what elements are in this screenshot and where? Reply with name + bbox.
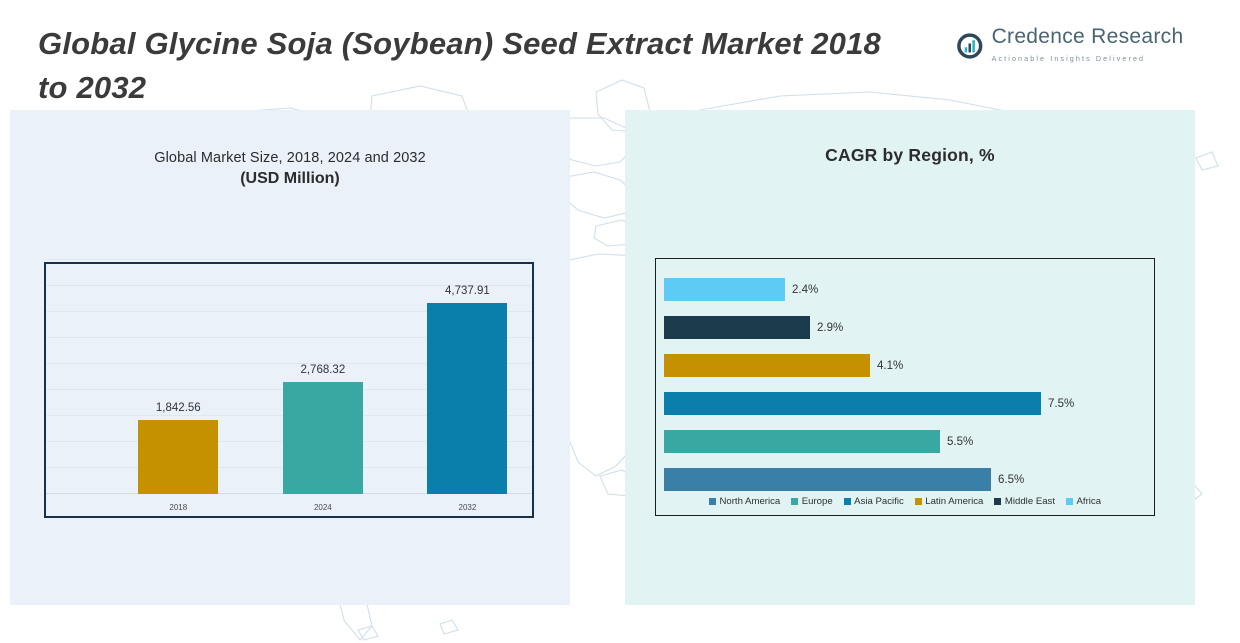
cagr-value-label: 2.9%	[817, 321, 844, 334]
legend-item: Africa	[1066, 496, 1101, 507]
column-category-label: 2024	[313, 503, 332, 512]
column-bar	[282, 382, 363, 494]
column-category-label: 2032	[458, 503, 477, 512]
cagr-bar-row: 5.5%	[664, 430, 973, 453]
legend-item: Europe	[791, 496, 833, 507]
header: Global Glycine Soja (Soybean) Seed Extra…	[0, 0, 1240, 110]
column-value-label: 2,768.32	[300, 364, 346, 376]
column-bar-group: 4,737.91	[427, 285, 508, 494]
legend-label: Africa	[1076, 496, 1102, 507]
cagr-bar	[664, 468, 991, 491]
cagr-value-label: 2.4%	[792, 283, 819, 296]
cagr-bar	[664, 316, 810, 339]
plot-area: 1,842.56 2018 2,768.32 2024 4,737.91 2032	[46, 264, 532, 516]
column-value-label: 4,737.91	[445, 285, 490, 297]
column-bar	[138, 420, 219, 494]
cagr-bar	[664, 430, 940, 453]
legend-item: North America	[708, 496, 781, 507]
cagr-bar	[664, 354, 870, 377]
cagr-value-label: 6.5%	[998, 473, 1025, 486]
legend-item: Asia Pacific	[843, 496, 904, 507]
legend-swatch	[994, 498, 1002, 505]
cagr-bar-chart: 2.4% 2.9% 4.1% 7.5% 5.5% 6.5%	[655, 258, 1155, 516]
legend-swatch	[843, 498, 851, 505]
left-chart-units-title: (USD Million)	[240, 170, 340, 187]
column-value-label: 1,842.56	[155, 402, 201, 414]
cagr-bar-row: 7.5%	[664, 392, 1074, 415]
legend-swatch	[1066, 498, 1074, 505]
legend-item: Latin America	[914, 496, 984, 507]
column-category-label: 2018	[169, 503, 188, 512]
cagr-bar	[664, 392, 1041, 415]
cagr-legend: North America Europe Asia Pacific Latin Ame…	[655, 496, 1155, 507]
column-bar-group: 1,842.56	[138, 402, 219, 494]
brand-tagline: Actionable Insights Delivered	[991, 54, 1146, 64]
legend-label: Latin America	[925, 496, 984, 507]
left-chart-subtitle: Global Market Size, 2018, 2024 and 2032	[154, 150, 426, 166]
column-bar-group: 2,768.32	[282, 364, 363, 494]
cagr-bar-row: 2.9%	[664, 316, 843, 339]
legend-label: Middle East	[1004, 496, 1056, 507]
cagr-bar	[664, 278, 785, 301]
bar-chart-circle-logo-icon	[957, 33, 983, 59]
cagr-value-label: 5.5%	[947, 435, 974, 448]
cagr-value-label: 4.1%	[877, 359, 904, 372]
brand-name: Credence Research	[991, 25, 1184, 48]
cagr-value-label: 7.5%	[1048, 397, 1075, 410]
brand-logo: Credence Research Actionable Insights De…	[957, 25, 1240, 66]
cagr-bar-row: 2.4%	[664, 278, 818, 301]
legend-label: Asia Pacific	[854, 496, 904, 507]
legend-swatch	[708, 498, 716, 505]
market-size-bar-chart: 1,842.56 2018 2,768.32 2024 4,737.91 2032	[44, 259, 534, 518]
legend-label: North America	[719, 496, 781, 507]
legend-label: Europe	[801, 496, 833, 507]
column-bar	[427, 303, 508, 494]
legend-swatch	[914, 498, 922, 505]
right-chart-title: CAGR by Region, %	[825, 145, 995, 165]
page-title: Global Glycine Soja (Soybean) Seed Extra…	[38, 26, 881, 106]
gridline	[46, 259, 532, 260]
legend-swatch	[791, 498, 799, 505]
legend-item: Middle East	[994, 496, 1055, 507]
cagr-bar-row: 6.5%	[664, 468, 1024, 491]
cagr-bar-row: 4.1%	[664, 354, 903, 377]
